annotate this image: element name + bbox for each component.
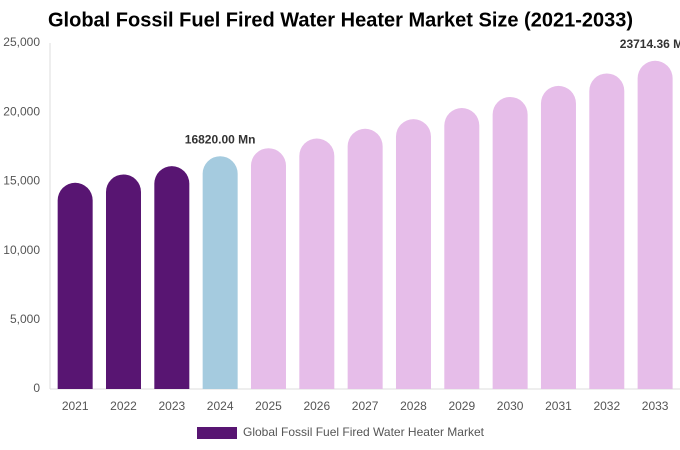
x-tick-label: 2031 <box>545 399 572 413</box>
x-tick-label: 2026 <box>303 399 330 413</box>
value-label: 16820.00 Mn <box>185 132 256 146</box>
x-tick-label: 2025 <box>255 399 282 413</box>
x-tick-label: 2030 <box>497 399 524 413</box>
value-label: 23714.36 Mn <box>620 37 680 51</box>
y-tick-label: 15,000 <box>3 174 40 188</box>
bar <box>395 119 431 390</box>
bar <box>540 85 576 390</box>
x-tick-label: 2023 <box>158 399 185 413</box>
bar <box>154 166 190 389</box>
bar <box>299 138 335 389</box>
legend-swatch <box>197 427 237 439</box>
bar <box>637 60 673 390</box>
x-tick-label: 2033 <box>642 399 669 413</box>
chart-title: Global Fossil Fuel Fired Water Heater Ma… <box>48 9 633 31</box>
y-tick-label: 25,000 <box>3 35 40 49</box>
y-tick-label: 0 <box>33 381 40 395</box>
y-tick-label: 10,000 <box>3 243 40 257</box>
y-tick-label: 20,000 <box>3 104 40 118</box>
x-tick-label: 2024 <box>207 399 234 413</box>
x-tick-label: 2029 <box>448 399 475 413</box>
bar <box>250 148 286 389</box>
bar <box>347 128 383 390</box>
x-tick-label: 2022 <box>110 399 137 413</box>
bar <box>444 108 480 389</box>
bar <box>589 73 625 389</box>
bar <box>202 156 238 389</box>
legend-label: Global Fossil Fuel Fired Water Heater Ma… <box>243 425 485 439</box>
x-tick-label: 2028 <box>400 399 427 413</box>
y-tick-label: 5,000 <box>10 312 40 326</box>
bar <box>57 182 93 389</box>
x-tick-label: 2021 <box>62 399 89 413</box>
bar <box>492 96 528 389</box>
x-tick-label: 2027 <box>352 399 379 413</box>
bar <box>105 174 141 389</box>
x-tick-label: 2032 <box>593 399 620 413</box>
